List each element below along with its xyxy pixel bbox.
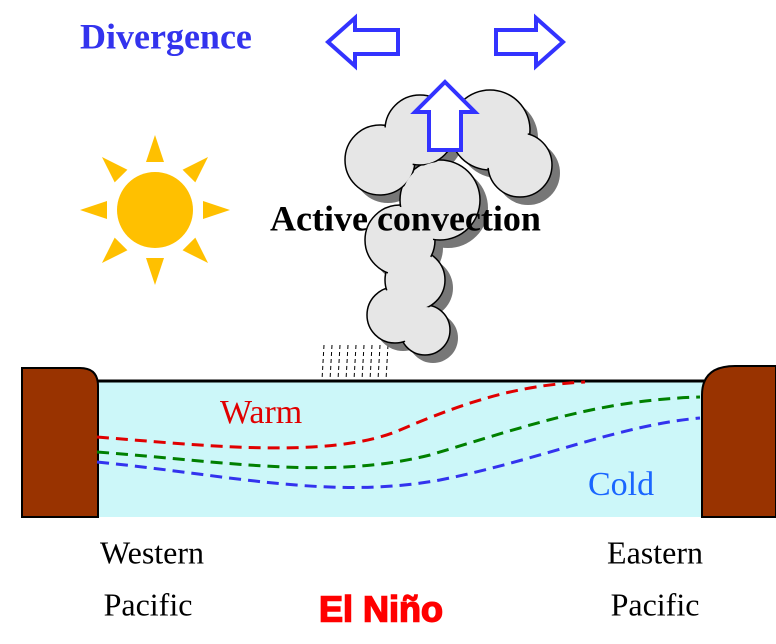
rain <box>321 344 389 381</box>
arrow-right <box>494 13 567 71</box>
ocean <box>95 380 705 517</box>
west-land <box>21 367 99 518</box>
east-land <box>701 365 776 518</box>
mid-line <box>96 395 701 470</box>
warm-line <box>96 380 586 450</box>
west-label: Western <box>100 534 204 570</box>
title: El Niño <box>319 589 443 630</box>
cold-label: Cold <box>588 466 654 503</box>
warm-label: Warm <box>220 394 302 431</box>
divergence-label: Divergence <box>80 16 252 56</box>
east-label: Eastern <box>607 534 703 570</box>
cold-line <box>96 416 701 489</box>
convection-label: Active convection <box>270 198 541 238</box>
arrow-left <box>324 13 400 71</box>
west-label: Pacific <box>104 586 193 622</box>
arrow-up <box>410 79 480 152</box>
sun <box>80 135 230 285</box>
east-label: Pacific <box>611 586 700 622</box>
